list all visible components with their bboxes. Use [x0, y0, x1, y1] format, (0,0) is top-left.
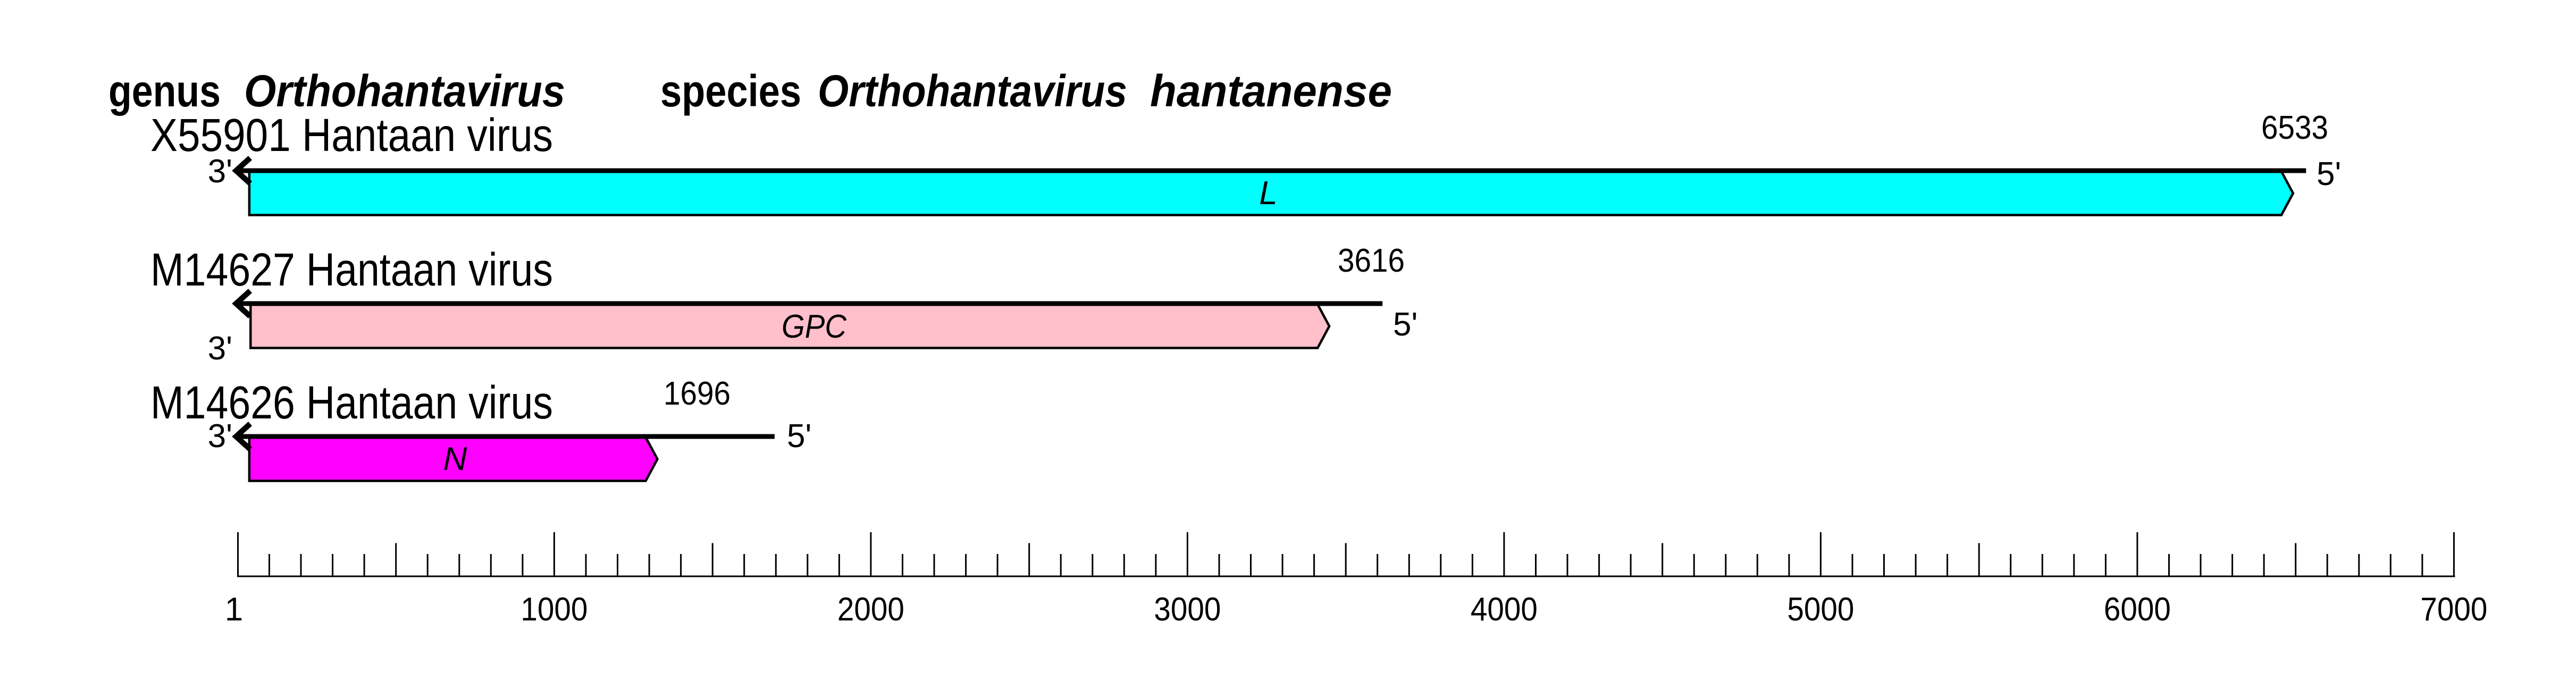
svg-text:X55901 Hantaan virus: X55901 Hantaan virus — [150, 110, 553, 161]
svg-text:1000: 1000 — [521, 591, 588, 628]
svg-text:M14627 Hantaan virus: M14627 Hantaan virus — [150, 244, 553, 296]
svg-text:3616: 3616 — [1338, 242, 1405, 279]
svg-text:GPC: GPC — [782, 308, 847, 345]
svg-text:5000: 5000 — [1787, 591, 1854, 628]
svg-text:3': 3' — [208, 418, 232, 455]
svg-text:2000: 2000 — [837, 591, 904, 628]
svg-text:4000: 4000 — [1471, 591, 1538, 628]
svg-text:hantanense: hantanense — [1150, 66, 1392, 116]
svg-text:6533: 6533 — [2261, 110, 2328, 146]
svg-text:N: N — [443, 441, 467, 477]
svg-text:5': 5' — [2317, 156, 2341, 192]
svg-text:1696: 1696 — [664, 375, 731, 412]
svg-text:M14626 Hantaan virus: M14626 Hantaan virus — [150, 377, 553, 429]
svg-text:3000: 3000 — [1154, 591, 1221, 628]
svg-text:7000: 7000 — [2420, 591, 2487, 628]
svg-text:6000: 6000 — [2104, 591, 2171, 628]
svg-text:3': 3' — [208, 153, 232, 190]
svg-text:Orthohantavirus: Orthohantavirus — [818, 66, 1127, 116]
svg-text:L: L — [1259, 175, 1277, 212]
svg-text:5': 5' — [1393, 306, 1417, 343]
svg-text:genus: genus — [108, 66, 221, 116]
svg-text:5': 5' — [787, 418, 811, 455]
svg-text:1: 1 — [225, 591, 243, 628]
svg-text:Orthohantavirus: Orthohantavirus — [244, 66, 565, 116]
svg-text:species: species — [660, 66, 801, 116]
svg-text:3': 3' — [208, 330, 232, 367]
